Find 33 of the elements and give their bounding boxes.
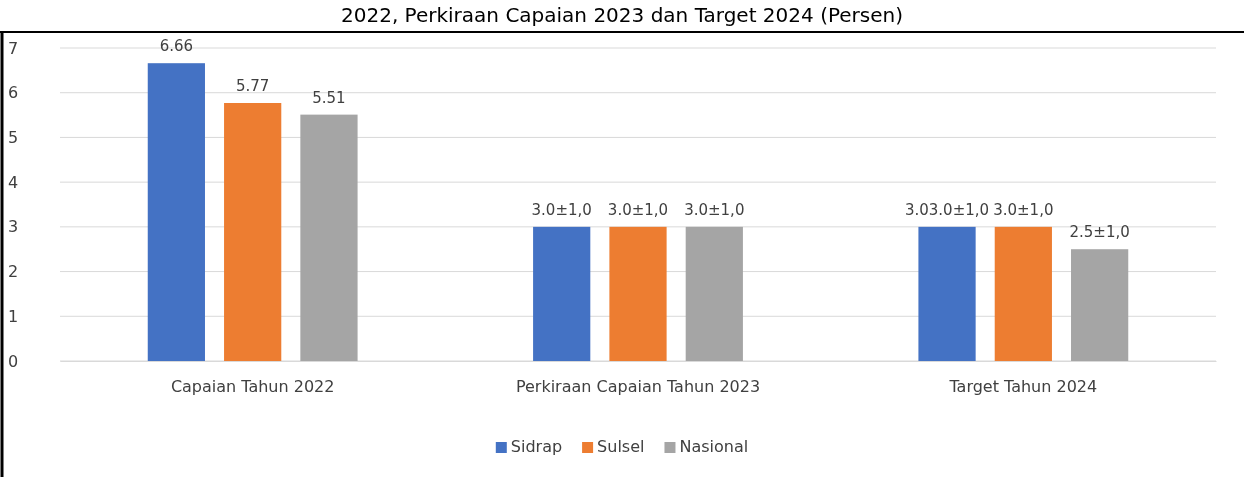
data-label: 3.0±1,0 — [531, 200, 592, 219]
bar — [609, 226, 667, 361]
y-tick-label: 0 — [8, 351, 19, 371]
bar — [685, 226, 743, 361]
data-label: 3.0±1,0 — [684, 200, 745, 219]
bar — [994, 226, 1052, 361]
bar — [224, 103, 282, 361]
bar — [533, 226, 591, 361]
bar — [918, 226, 976, 361]
data-label: 5.77 — [235, 77, 270, 95]
x-tick-label: Target Tahun 2024 — [948, 377, 1098, 397]
y-tick-label: 6 — [8, 83, 19, 103]
data-label: 3.03.0±1,0 — [904, 200, 990, 219]
legend-label: Nasional — [679, 437, 749, 456]
data-label: 2.5±1,0 — [1069, 223, 1130, 242]
data-label: 3.0±1,0 — [993, 200, 1054, 219]
y-tick-label: 3 — [8, 217, 19, 237]
data-label: 3.0±1,0 — [607, 200, 669, 219]
y-tick-label: 2 — [8, 262, 19, 282]
bar — [1071, 249, 1129, 361]
chart-title: 2022, Perkiraan Capaian 2023 dan Target 2024 (Persen) — [340, 3, 904, 27]
x-tick-label: Perkiraan Capaian Tahun 2023 — [515, 377, 761, 397]
y-tick-label: 5 — [8, 128, 19, 148]
y-tick-label: 4 — [8, 172, 19, 192]
data-label: 5.51 — [312, 88, 346, 107]
legend-label: Sulsel — [597, 437, 645, 456]
x-tick-label: Capaian Tahun 2022 — [170, 377, 335, 397]
bar — [300, 114, 358, 361]
y-tick-label: 1 — [8, 306, 19, 326]
bar — [147, 63, 205, 361]
y-tick-label: 7 — [8, 38, 19, 58]
data-label: 6.66 — [159, 37, 194, 56]
legend-label: Sidrap — [510, 437, 563, 456]
